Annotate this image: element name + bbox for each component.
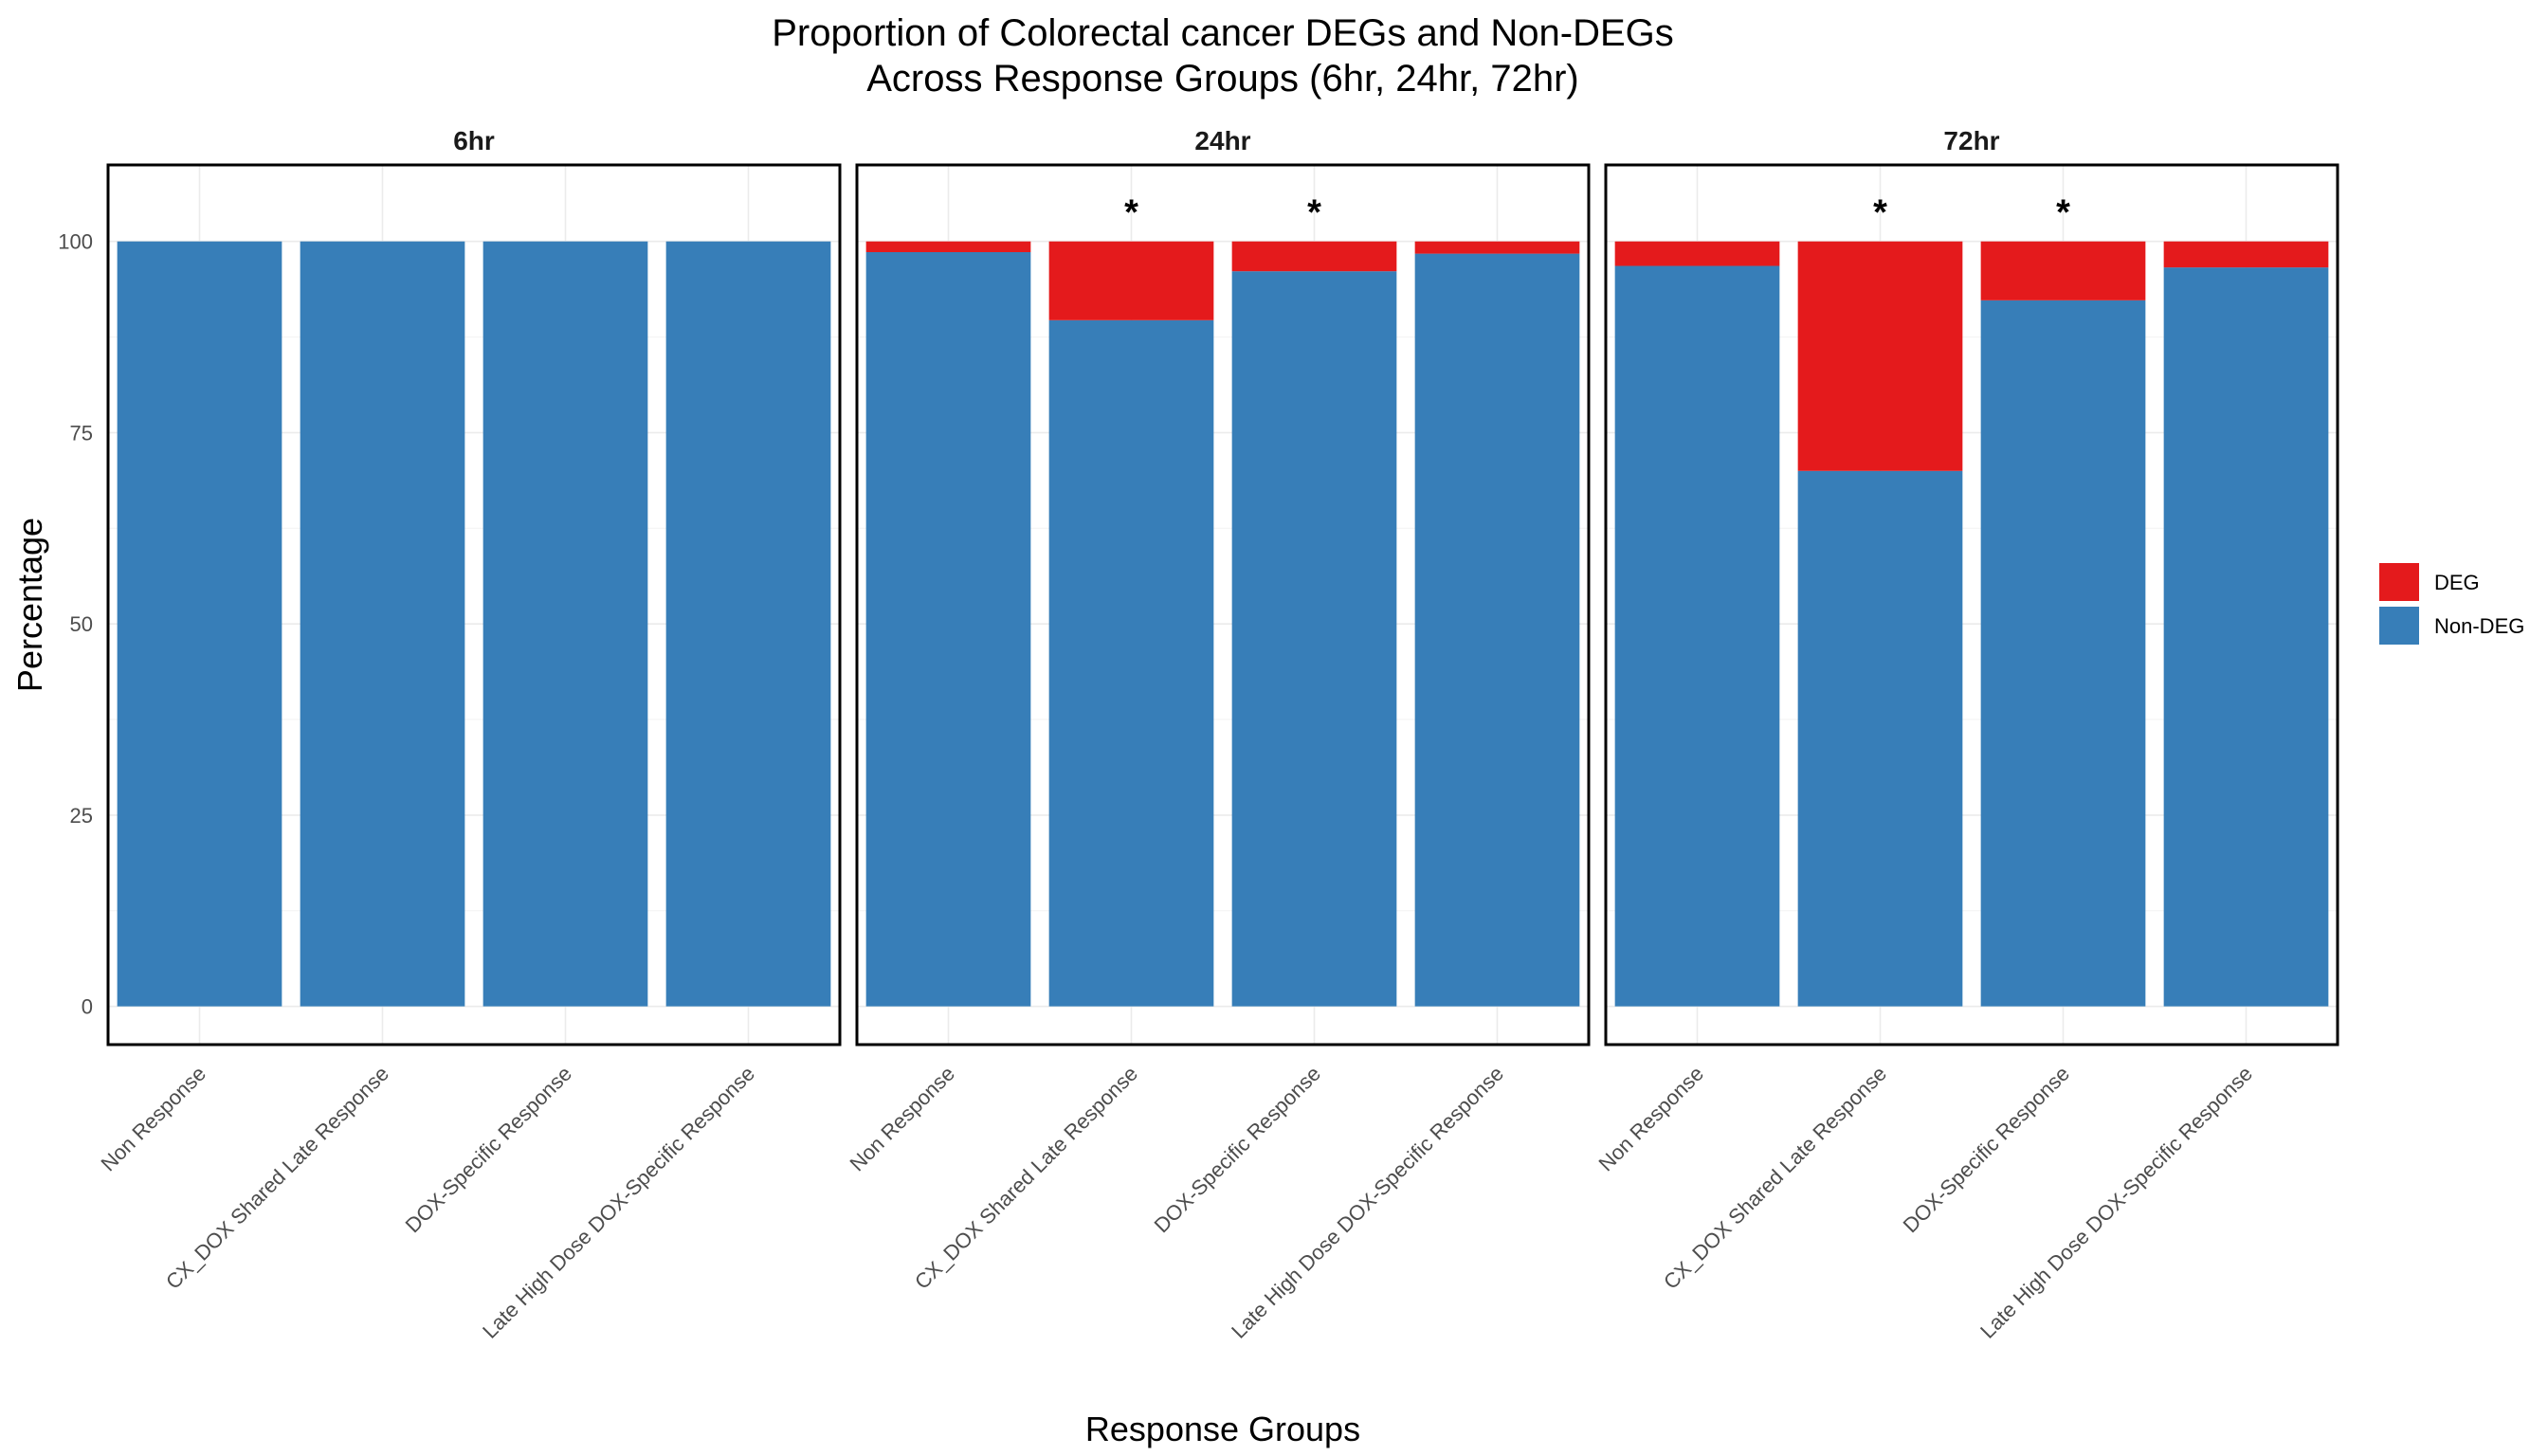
bar-deg [1414,241,1580,254]
legend: DEG Non-DEG [2379,563,2524,645]
panel-border [855,163,1591,1046]
y-axis-ticks: 0 25 50 75 100 [58,230,93,1019]
bar-non-deg [1231,271,1397,1007]
bar-deg [1614,241,1780,266]
bar-deg [1980,241,2146,300]
x-tick-label: Non Response [1593,1062,1708,1176]
facet-panel-72hr: 72hr Non Response * CX_DOX Shared Late Resp… [1593,126,2339,1343]
bar-deg [2163,241,2329,268]
bar-non-deg [300,241,465,1007]
significance-marker: * [1124,193,1138,233]
x-tick-label: CX_DOX Shared Late Response [1659,1062,1891,1294]
legend-key-deg [2379,563,2419,601]
y-tick-label: 75 [70,421,93,445]
bar-non-deg [1614,265,1780,1007]
bar-non-deg [1797,470,1963,1007]
x-tick-label: CX_DOX Shared Late Response [161,1062,393,1294]
bar-non-deg [117,241,282,1007]
legend-label-deg: DEG [2434,571,2480,594]
legend-label-non-deg: Non-DEG [2434,614,2524,638]
x-tick-label: CX_DOX Shared Late Response [910,1062,1142,1294]
bar-non-deg [482,241,648,1007]
legend-key-non-deg [2379,607,2419,645]
y-tick-label: 25 [70,804,93,828]
x-tick-label: DOX-Specific Response [1150,1062,1325,1237]
y-tick-label: 0 [82,995,93,1019]
x-tick-label: Non Response [96,1062,210,1176]
chart-title-line-2: Across Response Groups (6hr, 24hr, 72hr) [866,58,1578,100]
significance-marker: * [2056,193,2070,233]
x-tick-label: DOX-Specific Response [1899,1062,2074,1237]
x-axis-title: Response Groups [1085,1410,1360,1448]
y-tick-label: 100 [58,230,93,254]
bar-non-deg [2163,267,2329,1007]
y-axis-title: Percentage [10,518,49,692]
bar-deg [865,241,1031,252]
significance-marker: * [1873,193,1887,233]
bar-non-deg [1414,253,1580,1007]
chart-title-line-1: Proportion of Colorectal cancer DEGs and… [772,12,1674,54]
facet-label: 72hr [1943,126,1999,155]
bar-deg [1048,241,1214,320]
y-tick-label: 50 [70,612,93,636]
bar-deg [1231,241,1397,272]
facet-label: 24hr [1194,126,1250,155]
bar-non-deg [865,251,1031,1007]
bar-non-deg [1048,319,1214,1007]
panel-border [1604,163,2339,1046]
significance-marker: * [1307,193,1321,233]
facet-label: 6hr [453,126,495,155]
x-tick-label: DOX-Specific Response [401,1062,576,1237]
bar-deg [1797,241,1963,471]
bar-non-deg [665,241,831,1007]
panel-border [106,163,842,1046]
bar-non-deg [1980,300,2146,1007]
x-tick-label: Non Response [845,1062,959,1176]
facet-panel-24hr: 24hr Non Response * CX_DOX Shared Late Resp… [845,126,1591,1343]
